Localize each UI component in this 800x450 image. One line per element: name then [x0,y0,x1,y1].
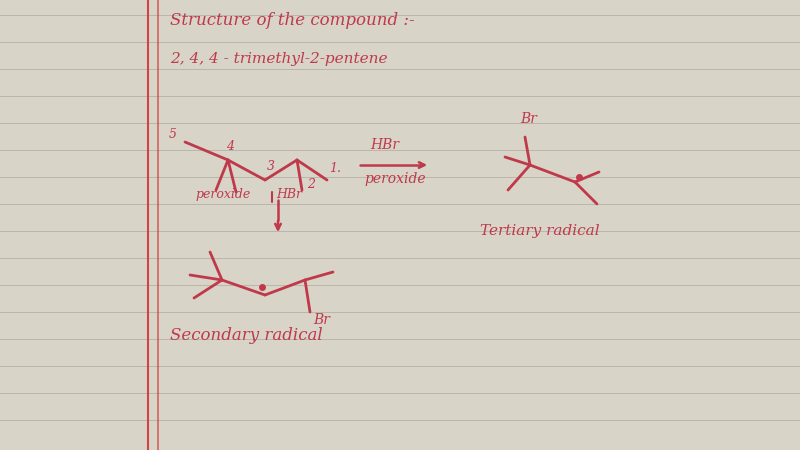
Text: Secondary radical: Secondary radical [170,327,322,344]
Text: 3: 3 [267,160,275,173]
Text: peroxide: peroxide [364,172,426,186]
Text: Br: Br [520,112,537,126]
Text: 5: 5 [169,128,177,141]
Text: 2: 2 [307,178,315,191]
Text: peroxide: peroxide [195,188,250,201]
Text: HBr: HBr [370,138,399,152]
Text: 1.: 1. [329,162,341,175]
Text: Tertiary radical: Tertiary radical [480,224,600,238]
Text: 2, 4, 4 - trimethyl-2-pentene: 2, 4, 4 - trimethyl-2-pentene [170,52,387,66]
Text: Br: Br [313,313,330,327]
Text: 4: 4 [226,140,234,153]
Text: Structure of the compound :-: Structure of the compound :- [170,12,414,29]
Text: HBr: HBr [276,188,302,201]
